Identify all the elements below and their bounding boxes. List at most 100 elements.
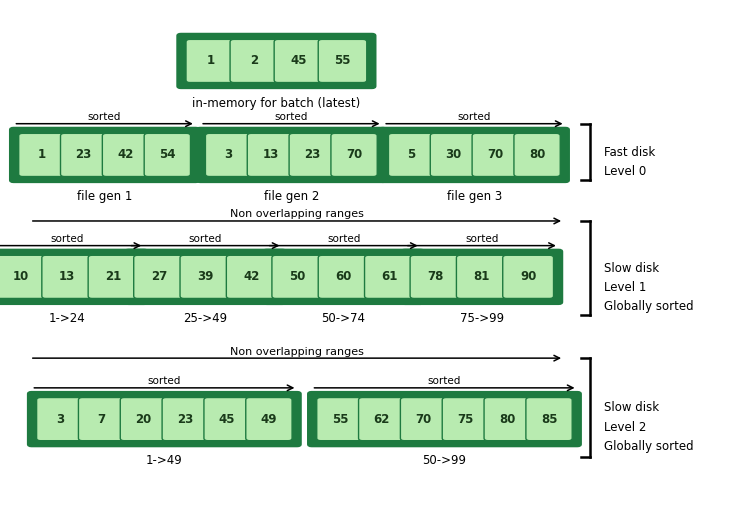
Text: 50->99: 50->99 (423, 454, 466, 467)
Text: 21: 21 (105, 270, 122, 283)
FancyBboxPatch shape (246, 397, 292, 441)
Text: Level 0: Level 0 (604, 165, 646, 178)
FancyBboxPatch shape (442, 397, 489, 441)
Text: 62: 62 (374, 412, 390, 426)
Text: 55: 55 (334, 54, 351, 68)
FancyBboxPatch shape (247, 134, 294, 177)
Text: 45: 45 (290, 54, 307, 68)
Text: 25->49: 25->49 (183, 312, 228, 325)
Text: 2: 2 (250, 54, 258, 68)
Text: sorted: sorted (51, 234, 84, 244)
Text: sorted: sorted (327, 234, 360, 244)
Text: 30: 30 (445, 148, 462, 162)
Text: file gen 1: file gen 1 (77, 190, 132, 203)
Text: 23: 23 (177, 412, 193, 426)
Text: 23: 23 (75, 148, 92, 162)
FancyBboxPatch shape (472, 134, 518, 177)
Text: 45: 45 (219, 412, 235, 426)
Text: 20: 20 (135, 412, 152, 426)
Text: 10: 10 (13, 270, 29, 283)
Text: Level 2: Level 2 (604, 421, 646, 434)
FancyBboxPatch shape (430, 134, 477, 177)
Text: sorted: sorted (465, 234, 498, 244)
Text: Globally sorted: Globally sorted (604, 440, 693, 453)
Text: 60: 60 (335, 270, 352, 283)
FancyBboxPatch shape (42, 255, 93, 298)
Text: sorted: sorted (148, 376, 181, 386)
Text: 78: 78 (427, 270, 444, 283)
FancyBboxPatch shape (120, 397, 167, 441)
Text: sorted: sorted (275, 112, 308, 122)
Text: 80: 80 (499, 412, 515, 426)
FancyBboxPatch shape (124, 248, 287, 305)
FancyBboxPatch shape (61, 134, 107, 177)
FancyBboxPatch shape (162, 397, 208, 441)
FancyBboxPatch shape (514, 134, 560, 177)
Text: 70: 70 (487, 148, 503, 162)
Text: 70: 70 (415, 412, 432, 426)
FancyBboxPatch shape (274, 40, 323, 83)
FancyBboxPatch shape (134, 255, 185, 298)
Text: 13: 13 (262, 148, 279, 162)
FancyBboxPatch shape (102, 134, 149, 177)
Text: sorted: sorted (88, 112, 121, 122)
Text: 42: 42 (117, 148, 134, 162)
FancyBboxPatch shape (19, 134, 65, 177)
Text: 27: 27 (151, 270, 167, 283)
Text: Non overlapping ranges: Non overlapping ranges (230, 209, 364, 219)
FancyBboxPatch shape (359, 397, 405, 441)
Text: 81: 81 (474, 270, 490, 283)
Text: 3: 3 (56, 412, 63, 426)
Text: Level 1: Level 1 (604, 281, 646, 294)
FancyBboxPatch shape (317, 397, 363, 441)
Text: in-memory for batch (latest): in-memory for batch (latest) (192, 98, 361, 110)
Text: sorted: sorted (428, 376, 461, 386)
Text: 54: 54 (159, 148, 176, 162)
Text: 75: 75 (457, 412, 474, 426)
FancyBboxPatch shape (331, 134, 377, 177)
FancyBboxPatch shape (410, 255, 461, 298)
FancyBboxPatch shape (204, 397, 250, 441)
FancyBboxPatch shape (27, 391, 302, 448)
Text: 23: 23 (304, 148, 320, 162)
Text: 7: 7 (98, 412, 105, 426)
Text: 1->24: 1->24 (49, 312, 86, 325)
FancyBboxPatch shape (180, 255, 231, 298)
Text: Non overlapping ranges: Non overlapping ranges (230, 346, 364, 357)
FancyBboxPatch shape (365, 255, 415, 298)
FancyBboxPatch shape (484, 397, 530, 441)
FancyBboxPatch shape (144, 134, 190, 177)
Text: Globally sorted: Globally sorted (604, 300, 693, 313)
FancyBboxPatch shape (37, 397, 83, 441)
Text: file gen 2: file gen 2 (264, 190, 319, 203)
Text: 55: 55 (332, 412, 348, 426)
FancyBboxPatch shape (230, 40, 279, 83)
FancyBboxPatch shape (456, 255, 507, 298)
FancyBboxPatch shape (9, 127, 200, 183)
FancyBboxPatch shape (318, 40, 367, 83)
Text: 13: 13 (59, 270, 75, 283)
Text: 49: 49 (261, 412, 277, 426)
FancyBboxPatch shape (88, 255, 139, 298)
FancyBboxPatch shape (196, 127, 387, 183)
FancyBboxPatch shape (0, 248, 149, 305)
Text: 39: 39 (197, 270, 214, 283)
FancyBboxPatch shape (226, 255, 277, 298)
Text: 80: 80 (529, 148, 545, 162)
FancyBboxPatch shape (78, 397, 125, 441)
Text: 61: 61 (382, 270, 398, 283)
Text: 90: 90 (520, 270, 536, 283)
FancyBboxPatch shape (0, 255, 46, 298)
Text: 50->74: 50->74 (322, 312, 365, 325)
FancyBboxPatch shape (262, 248, 425, 305)
Text: 3: 3 (225, 148, 232, 162)
Text: sorted: sorted (189, 234, 222, 244)
FancyBboxPatch shape (318, 255, 369, 298)
Text: 50: 50 (289, 270, 306, 283)
Text: 1: 1 (206, 54, 214, 68)
FancyBboxPatch shape (205, 134, 252, 177)
Text: sorted: sorted (458, 112, 491, 122)
Text: file gen 3: file gen 3 (447, 190, 502, 203)
FancyBboxPatch shape (186, 40, 235, 83)
Text: Fast disk: Fast disk (604, 146, 655, 159)
